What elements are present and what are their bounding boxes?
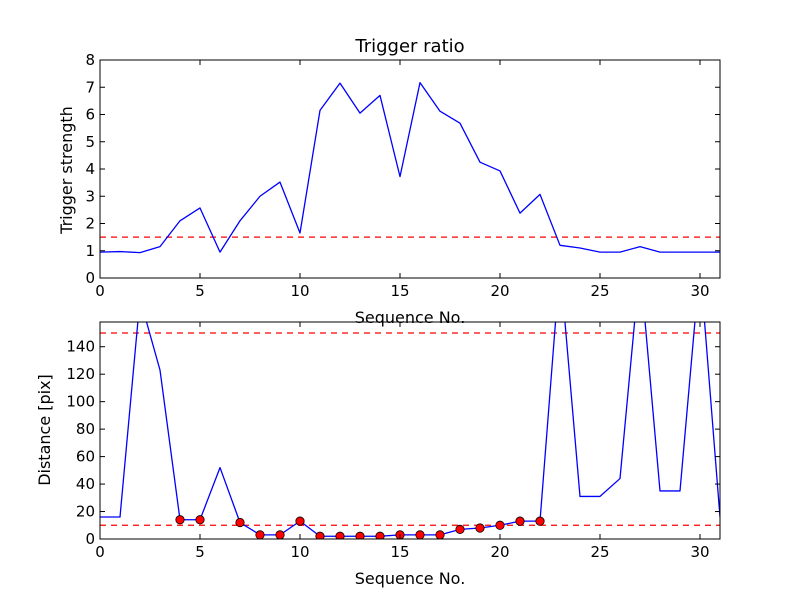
x-tick-label: 0 — [95, 543, 105, 561]
data-point — [455, 524, 465, 534]
trigger-ratio-chart: Trigger ratio Trigger strength Sequence … — [57, 36, 721, 327]
data-point — [335, 531, 345, 539]
x-axis-label: Sequence No. — [355, 569, 466, 588]
y-axis-label: Distance [pix] — [35, 374, 54, 486]
data-point — [515, 516, 525, 526]
y-tick-label: 1 — [85, 242, 95, 260]
x-tick-label: 20 — [490, 543, 509, 561]
bottom-plot-area: 0 5 10 15 20 25 30 0 20 40 60 80 100 120 140 — [66, 321, 721, 561]
data-point — [275, 530, 285, 539]
y-tick-label: 80 — [76, 420, 95, 438]
y-tick-label: 5 — [85, 133, 95, 151]
x-tick-label: 10 — [290, 282, 309, 300]
x-tick-label: 10 — [290, 543, 309, 561]
y-tick-label: 2 — [85, 215, 95, 233]
x-tick-label: 5 — [195, 543, 205, 561]
y-tick-label: 40 — [76, 475, 95, 493]
data-point — [475, 523, 485, 533]
x-tick-label: 20 — [490, 282, 509, 300]
y-tick-label: 100 — [66, 393, 95, 411]
top-plot-area: 0 5 10 15 20 25 30 0 1 2 3 4 5 6 7 8 — [85, 51, 721, 300]
data-point — [195, 515, 205, 525]
x-axis-label: Sequence No. — [355, 308, 466, 327]
y-tick-label: 60 — [76, 448, 95, 466]
y-axis-label: Trigger strength — [57, 106, 76, 235]
x-tick-label: 5 — [195, 282, 205, 300]
x-tick-label: 30 — [690, 543, 709, 561]
y-tick-label: 140 — [66, 338, 95, 356]
data-point — [255, 530, 265, 539]
data-point — [375, 531, 385, 539]
distance-chart: Distance [pix] Sequence No. 0 5 10 15 20 25 30… — [35, 321, 721, 588]
data-point — [295, 516, 305, 526]
data-point — [175, 515, 185, 525]
data-point — [415, 530, 425, 539]
chart-title: Trigger ratio — [354, 36, 464, 57]
series-line — [100, 322, 720, 537]
axes-frame — [99, 321, 721, 540]
x-tick-label: 30 — [690, 282, 709, 300]
data-point — [235, 517, 245, 528]
x-tick-label: 25 — [590, 282, 609, 300]
y-tick-label: 6 — [85, 106, 95, 124]
data-point — [535, 516, 545, 526]
y-tick-label: 120 — [66, 365, 95, 383]
data-point — [495, 520, 505, 530]
plot-clip-group — [100, 322, 720, 539]
x-tick-label: 15 — [390, 282, 409, 300]
y-tick-label: 3 — [85, 187, 95, 205]
x-tick-label: 0 — [95, 282, 105, 300]
series-line — [100, 81, 720, 254]
plot-clip-group — [100, 81, 720, 254]
y-tick-label: 0 — [85, 530, 95, 548]
y-tick-label: 0 — [85, 269, 95, 287]
data-point — [315, 531, 325, 539]
y-tick-label: 20 — [76, 503, 95, 521]
x-tick-label: 15 — [390, 543, 409, 561]
x-tick-label: 25 — [590, 543, 609, 561]
y-tick-label: 4 — [85, 160, 95, 178]
data-point — [435, 530, 445, 539]
y-tick-label: 7 — [85, 78, 95, 96]
data-point — [355, 531, 365, 539]
y-tick-label: 8 — [85, 51, 95, 69]
